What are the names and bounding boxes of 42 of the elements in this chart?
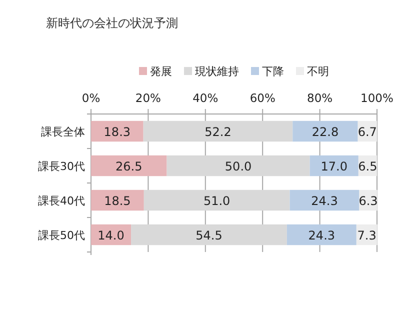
x-tick-label: 20% bbox=[135, 91, 162, 105]
data-label: 22.8 bbox=[312, 124, 339, 139]
data-label: 6.5 bbox=[358, 159, 378, 174]
bar bbox=[290, 190, 360, 211]
data-label: 18.3 bbox=[104, 124, 131, 139]
data-label: 24.3 bbox=[311, 194, 338, 208]
x-tick-label: 40% bbox=[192, 91, 218, 105]
data-label: 26.5 bbox=[116, 159, 142, 174]
y-tick-label: 課長全体 bbox=[41, 125, 85, 138]
y-tick-label: 課長50代 bbox=[38, 228, 85, 242]
data-label: 52.2 bbox=[204, 124, 232, 139]
legend-label: 発展 bbox=[150, 65, 172, 78]
data-label: 14.0 bbox=[98, 228, 124, 242]
data-label: 6.3 bbox=[358, 194, 378, 208]
bar bbox=[144, 190, 290, 211]
bar bbox=[131, 224, 287, 246]
chart-title: 新時代の会社の状況予測 bbox=[46, 16, 178, 30]
bar bbox=[143, 120, 293, 142]
bar bbox=[91, 190, 144, 211]
y-tick-label: 課長40代 bbox=[38, 194, 85, 208]
y-tick-label: 課長30代 bbox=[38, 160, 85, 173]
bar bbox=[286, 224, 356, 246]
data-label: 51.0 bbox=[203, 194, 230, 208]
bar bbox=[91, 120, 144, 142]
bar bbox=[91, 155, 167, 176]
data-label: 54.5 bbox=[196, 228, 222, 242]
x-tick-label: 100% bbox=[360, 91, 394, 105]
bar bbox=[310, 155, 358, 176]
x-tick-label: 80% bbox=[307, 91, 333, 105]
data-label: 7.3 bbox=[357, 228, 376, 242]
data-label: 24.3 bbox=[308, 228, 336, 242]
data-label: 6.7 bbox=[358, 124, 377, 139]
data-label: 50.0 bbox=[224, 159, 252, 174]
bar bbox=[166, 155, 310, 176]
legend-label: 現状維持 bbox=[195, 65, 239, 78]
bar bbox=[292, 120, 358, 142]
data-label: 17.0 bbox=[320, 159, 348, 174]
legend-label: 下降 bbox=[262, 65, 284, 78]
legend-label: 不明 bbox=[307, 65, 329, 78]
x-tick-label: 60% bbox=[250, 91, 276, 105]
x-tick-label: 0% bbox=[82, 91, 100, 105]
data-label: 18.5 bbox=[104, 194, 131, 208]
